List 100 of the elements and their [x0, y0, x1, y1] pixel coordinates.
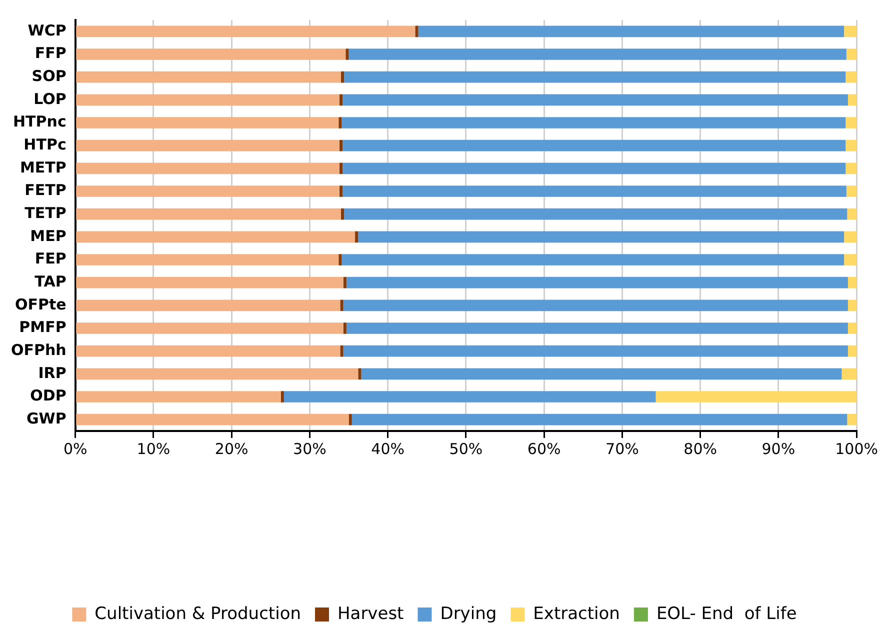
bar: [284, 391, 656, 402]
bar: [848, 322, 857, 334]
legend-label: EOL- End of Life: [656, 604, 797, 624]
bar: [343, 300, 848, 312]
bar: [846, 71, 857, 83]
bar: [344, 71, 846, 83]
bar: [846, 162, 857, 174]
bar: [340, 71, 344, 83]
bar: [343, 322, 346, 334]
bar: [76, 391, 281, 402]
bar: [342, 140, 846, 152]
bar: [847, 208, 857, 220]
bar: [340, 300, 344, 312]
y-tick-label: SOP: [32, 66, 66, 85]
y-tick-label: WCP: [28, 21, 66, 40]
bar: [656, 391, 857, 402]
bar: [343, 276, 346, 288]
x-tick-label: 40%: [371, 440, 405, 458]
y-tick-label: LOP: [34, 90, 66, 108]
bar: [848, 94, 857, 106]
bar: [846, 186, 857, 197]
bar: [342, 162, 846, 174]
bar: [339, 94, 343, 106]
bar: [844, 26, 857, 38]
bar: [844, 254, 857, 266]
bar: [415, 26, 418, 38]
legend-label: Extraction: [533, 604, 620, 624]
x-tick-label: 60%: [527, 440, 561, 458]
legend-label: Cultivation & Production: [94, 604, 301, 624]
y-tick-label: FEP: [34, 250, 66, 268]
bar: [340, 345, 344, 357]
y-tick-label: FFP: [34, 44, 66, 62]
x-tick-label: 100%: [835, 440, 878, 458]
y-tick-label: IRP: [38, 364, 66, 382]
bar: [348, 48, 846, 60]
bar: [343, 345, 848, 357]
y-tick-label: OFPhh: [10, 340, 66, 359]
bar: [352, 414, 848, 426]
y-tick-label: GWP: [26, 409, 66, 428]
bar: [848, 300, 857, 312]
y-tick-label: TETP: [24, 204, 66, 222]
bar: [76, 71, 341, 83]
bar: [76, 140, 340, 152]
y-tick-label: TAP: [34, 272, 66, 290]
bar: [348, 414, 352, 426]
bar: [846, 48, 857, 60]
x-tick-label: 20%: [214, 440, 248, 458]
bar: [346, 322, 848, 334]
bar: [76, 26, 416, 38]
bar: [342, 94, 848, 106]
x-tick-label: 80%: [684, 440, 717, 458]
bar: [76, 300, 340, 312]
bar: [846, 140, 857, 152]
bar: [358, 368, 362, 380]
bar: [280, 391, 284, 402]
y-tick-label: METP: [20, 158, 66, 176]
bar: [76, 414, 349, 426]
y-tick-label: HTPc: [24, 135, 66, 154]
bar: [346, 48, 349, 60]
bar: [355, 231, 358, 243]
x-tick-label: 30%: [293, 440, 326, 458]
y-tick-label: MEP: [30, 226, 66, 245]
bar: [342, 186, 846, 197]
bar: [76, 254, 339, 266]
bar: [76, 186, 340, 197]
bar: [340, 208, 344, 220]
bar: [339, 186, 343, 197]
bar: [76, 208, 341, 220]
bar: [342, 117, 846, 128]
x-tick-label: 10%: [136, 440, 170, 458]
bar: [418, 26, 844, 38]
x-tick-label: 0%: [63, 440, 88, 458]
bar: [342, 254, 844, 266]
bar: [846, 117, 857, 128]
bar: [76, 48, 346, 60]
bar: [76, 231, 356, 243]
bar: [76, 322, 344, 334]
bar: [338, 254, 342, 266]
y-tick-label: ODP: [30, 386, 66, 405]
legend-label: Harvest: [337, 604, 404, 624]
bar: [844, 231, 857, 243]
bar: [848, 276, 857, 288]
y-tick-label: PMFP: [19, 318, 66, 336]
bar: [338, 117, 342, 128]
bar: [339, 162, 343, 174]
bar: [339, 140, 343, 152]
bar: [346, 276, 848, 288]
bar: [848, 345, 857, 357]
bar: [76, 276, 344, 288]
legend-label: Drying: [440, 604, 497, 624]
bar: [76, 368, 358, 380]
bar: [76, 94, 340, 106]
bar: [358, 231, 844, 243]
bar: [842, 368, 857, 380]
bar: [76, 162, 340, 174]
x-tick-label: 70%: [606, 440, 639, 458]
y-tick-label: FETP: [24, 181, 66, 200]
bar: [361, 368, 842, 380]
y-tick-label: OFPte: [15, 295, 66, 314]
x-tick-label: 50%: [449, 440, 483, 458]
